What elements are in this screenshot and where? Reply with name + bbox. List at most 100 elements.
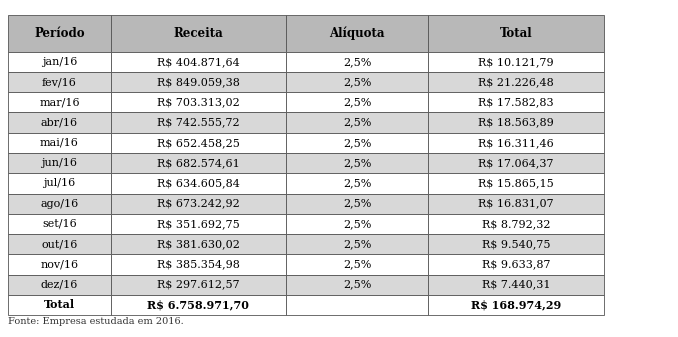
- Text: 2,5%: 2,5%: [343, 138, 372, 148]
- Text: 2,5%: 2,5%: [343, 158, 372, 168]
- Bar: [428, 72, 603, 92]
- Bar: [8, 254, 111, 275]
- Text: R$ 703.313,02: R$ 703.313,02: [157, 97, 240, 107]
- Bar: [286, 15, 428, 52]
- Text: 2,5%: 2,5%: [343, 259, 372, 269]
- Text: dez/16: dez/16: [41, 280, 78, 290]
- Bar: [111, 153, 286, 173]
- Bar: [111, 234, 286, 254]
- Bar: [111, 72, 286, 92]
- Text: R$ 8.792,32: R$ 8.792,32: [482, 219, 551, 229]
- Text: Período: Período: [34, 27, 85, 40]
- Bar: [428, 15, 603, 52]
- Bar: [286, 214, 428, 234]
- Bar: [428, 52, 603, 72]
- Bar: [428, 214, 603, 234]
- Bar: [111, 173, 286, 193]
- Text: R$ 9.540,75: R$ 9.540,75: [482, 239, 551, 249]
- Text: out/16: out/16: [41, 239, 77, 249]
- Bar: [111, 193, 286, 214]
- Text: jul/16: jul/16: [43, 178, 75, 188]
- Text: R$ 381.630,02: R$ 381.630,02: [157, 239, 240, 249]
- Bar: [111, 275, 286, 295]
- Bar: [428, 193, 603, 214]
- Bar: [286, 193, 428, 214]
- Bar: [8, 133, 111, 153]
- Text: nov/16: nov/16: [41, 259, 79, 269]
- Text: R$ 16.311,46: R$ 16.311,46: [478, 138, 554, 148]
- Text: R$ 16.831,07: R$ 16.831,07: [478, 198, 554, 209]
- Text: R$ 634.605,84: R$ 634.605,84: [157, 178, 240, 188]
- Text: R$ 351.692,75: R$ 351.692,75: [157, 219, 240, 229]
- Text: 2,5%: 2,5%: [343, 198, 372, 209]
- Bar: [8, 234, 111, 254]
- Bar: [428, 153, 603, 173]
- Bar: [8, 52, 111, 72]
- Text: R$ 7.440,31: R$ 7.440,31: [482, 280, 551, 290]
- Bar: [8, 15, 111, 52]
- Bar: [286, 153, 428, 173]
- Bar: [286, 133, 428, 153]
- Text: 2,5%: 2,5%: [343, 77, 372, 87]
- Bar: [286, 113, 428, 133]
- Bar: [428, 133, 603, 153]
- Text: Alíquota: Alíquota: [330, 27, 385, 40]
- Bar: [286, 52, 428, 72]
- Text: R$ 17.582,83: R$ 17.582,83: [478, 97, 554, 107]
- Text: R$ 404.871,64: R$ 404.871,64: [157, 57, 240, 67]
- Bar: [8, 92, 111, 113]
- Text: 2,5%: 2,5%: [343, 178, 372, 188]
- Bar: [428, 113, 603, 133]
- Text: mai/16: mai/16: [40, 138, 79, 148]
- Text: set/16: set/16: [42, 219, 77, 229]
- Bar: [8, 275, 111, 295]
- Bar: [111, 214, 286, 234]
- Bar: [428, 234, 603, 254]
- Text: R$ 673.242,92: R$ 673.242,92: [157, 198, 240, 209]
- Text: R$ 10.121,79: R$ 10.121,79: [478, 57, 554, 67]
- Bar: [8, 72, 111, 92]
- Text: 2,5%: 2,5%: [343, 97, 372, 107]
- Bar: [286, 234, 428, 254]
- Text: R$ 652.458,25: R$ 652.458,25: [157, 138, 240, 148]
- Bar: [286, 92, 428, 113]
- Bar: [286, 173, 428, 193]
- Text: abr/16: abr/16: [41, 118, 78, 128]
- Text: R$ 15.865,15: R$ 15.865,15: [478, 178, 554, 188]
- Text: Total: Total: [500, 27, 532, 40]
- Text: jun/16: jun/16: [41, 158, 77, 168]
- Text: mar/16: mar/16: [39, 97, 80, 107]
- Bar: [8, 295, 111, 315]
- Text: 2,5%: 2,5%: [343, 57, 372, 67]
- Bar: [8, 193, 111, 214]
- Text: R$ 682.574,61: R$ 682.574,61: [157, 158, 240, 168]
- Text: jan/16: jan/16: [42, 57, 77, 67]
- Text: Total: Total: [44, 300, 75, 310]
- Bar: [111, 52, 286, 72]
- Bar: [428, 275, 603, 295]
- Bar: [286, 254, 428, 275]
- Bar: [428, 295, 603, 315]
- Text: fev/16: fev/16: [42, 77, 77, 87]
- Text: 2,5%: 2,5%: [343, 118, 372, 128]
- Text: R$ 297.612,57: R$ 297.612,57: [157, 280, 240, 290]
- Text: Receita: Receita: [174, 27, 223, 40]
- Text: 2,5%: 2,5%: [343, 280, 372, 290]
- Bar: [111, 15, 286, 52]
- Bar: [111, 295, 286, 315]
- Text: R$ 9.633,87: R$ 9.633,87: [482, 259, 551, 269]
- Text: R$ 6.758.971,70: R$ 6.758.971,70: [147, 300, 250, 310]
- Bar: [8, 173, 111, 193]
- Text: R$ 742.555,72: R$ 742.555,72: [157, 118, 240, 128]
- Text: 2,5%: 2,5%: [343, 219, 372, 229]
- Text: R$ 21.226,48: R$ 21.226,48: [478, 77, 554, 87]
- Bar: [428, 92, 603, 113]
- Bar: [111, 113, 286, 133]
- Bar: [111, 254, 286, 275]
- Text: R$ 18.563,89: R$ 18.563,89: [478, 118, 554, 128]
- Text: R$ 849.059,38: R$ 849.059,38: [157, 77, 240, 87]
- Bar: [8, 153, 111, 173]
- Bar: [8, 214, 111, 234]
- Bar: [111, 92, 286, 113]
- Bar: [111, 133, 286, 153]
